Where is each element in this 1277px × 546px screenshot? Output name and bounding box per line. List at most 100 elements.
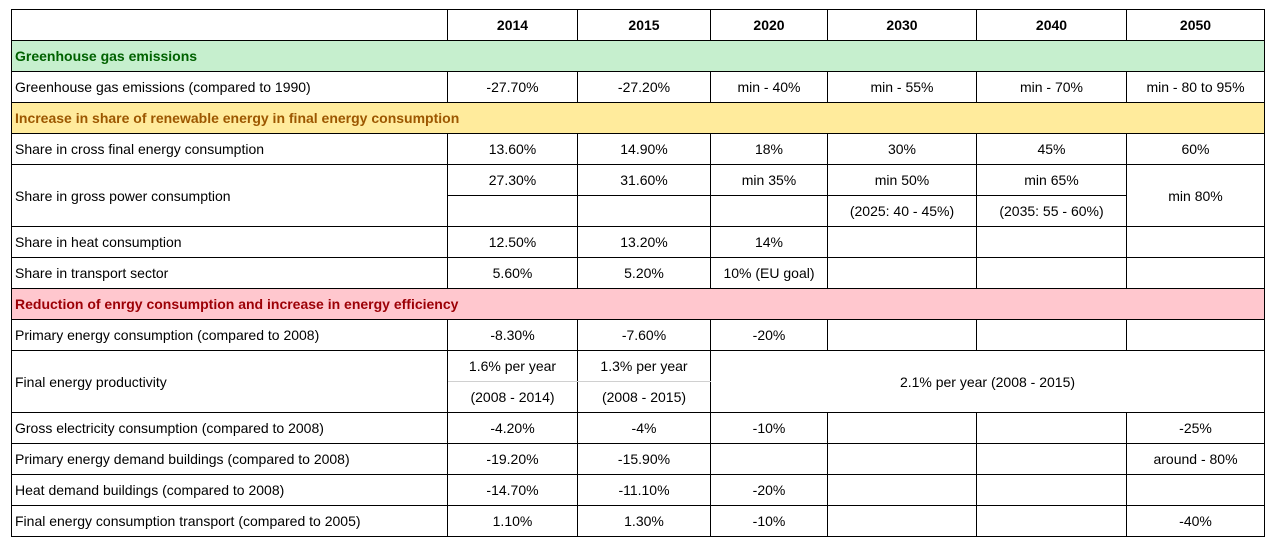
cell-2015[interactable]: 31.60% [577, 164, 711, 196]
cell-2014-empty[interactable] [447, 195, 578, 227]
cell-2014[interactable]: 5.60% [447, 257, 578, 289]
row-label[interactable]: Greenhouse gas emissions (compared to 19… [11, 71, 448, 103]
cell-2014[interactable]: 1.6% per year [447, 350, 578, 382]
section-row-ghg: Greenhouse gas emissions [11, 40, 1265, 72]
cell-2040[interactable]: 45% [976, 133, 1127, 165]
cell-2050[interactable]: 60% [1126, 133, 1265, 165]
cell-2020[interactable]: min 35% [710, 164, 828, 196]
cell-2030-empty[interactable] [827, 412, 977, 444]
cell-2014[interactable]: 27.30% [447, 164, 578, 196]
row-label[interactable]: Final energy productivity [11, 350, 448, 413]
row-label[interactable]: Share in transport sector [11, 257, 448, 289]
cell-2030[interactable]: min 50% [827, 164, 977, 196]
cell-2050-empty[interactable] [1126, 226, 1265, 258]
cell-2020-empty[interactable] [710, 443, 828, 475]
cell-2020[interactable]: min - 40% [710, 71, 828, 103]
cell-2020[interactable]: -10% [710, 505, 828, 537]
cell-2015[interactable]: 1.30% [577, 505, 711, 537]
cell-2030-empty[interactable] [827, 226, 977, 258]
row-label[interactable]: Gross electricity consumption (compared … [11, 412, 448, 444]
cell-2015[interactable]: -15.90% [577, 443, 711, 475]
row-label[interactable]: Final energy consumption transport (comp… [11, 505, 448, 537]
cell-2015[interactable]: -4% [577, 412, 711, 444]
cell-2014[interactable]: -8.30% [447, 319, 578, 351]
cell-2020[interactable]: -20% [710, 319, 828, 351]
cell-2014[interactable]: -19.20% [447, 443, 578, 475]
header-2050[interactable]: 2050 [1126, 9, 1265, 41]
cell-2030[interactable]: 30% [827, 133, 977, 165]
cell-2030-note[interactable]: (2025: 40 - 45%) [827, 195, 977, 227]
cell-2020[interactable]: 18% [710, 133, 828, 165]
cell-2020[interactable]: -10% [710, 412, 828, 444]
cell-2020[interactable]: 10% (EU goal) [710, 257, 828, 289]
cell-2015-empty[interactable] [577, 195, 711, 227]
cell-2050-empty[interactable] [1126, 257, 1265, 289]
cell-2015[interactable]: -7.60% [577, 319, 711, 351]
table-row: Primary energy consumption (compared to … [11, 319, 1265, 351]
row-label[interactable]: Share in heat consumption [11, 226, 448, 258]
cell-2015[interactable]: -27.20% [577, 71, 711, 103]
cell-2014[interactable]: -4.20% [447, 412, 578, 444]
cell-2020-2050-merged[interactable]: 2.1% per year (2008 - 2015) [710, 350, 1265, 413]
cell-2014[interactable]: -14.70% [447, 474, 578, 506]
cell-2014[interactable]: 1.10% [447, 505, 578, 537]
cell-2040-empty[interactable] [976, 412, 1127, 444]
header-row: 2014 2015 2020 2030 2040 2050 [11, 9, 1265, 41]
cell-2015[interactable]: -11.10% [577, 474, 711, 506]
cell-2030[interactable]: min - 55% [827, 71, 977, 103]
cell-2040-empty[interactable] [976, 257, 1127, 289]
cell-2050[interactable]: -25% [1126, 412, 1265, 444]
cell-2030-empty[interactable] [827, 474, 977, 506]
header-2030[interactable]: 2030 [827, 9, 977, 41]
cell-2050[interactable]: around - 80% [1126, 443, 1265, 475]
cell-2014[interactable]: 13.60% [447, 133, 578, 165]
cell-2040-empty[interactable] [976, 505, 1127, 537]
header-empty-cell[interactable] [11, 9, 448, 41]
cell-2040-note[interactable]: (2035: 55 - 60%) [976, 195, 1127, 227]
header-2020[interactable]: 2020 [710, 9, 828, 41]
cell-2014-note[interactable]: (2008 - 2014) [447, 381, 578, 413]
cell-2030-empty[interactable] [827, 505, 977, 537]
cell-2040-empty[interactable] [976, 443, 1127, 475]
table-row: Share in heat consumption 12.50% 13.20% … [11, 226, 1265, 258]
cell-2050[interactable]: min - 80 to 95% [1126, 71, 1265, 103]
header-2040[interactable]: 2040 [976, 9, 1127, 41]
cell-2030-empty[interactable] [827, 443, 977, 475]
cell-2050-empty[interactable] [1126, 474, 1265, 506]
cell-2030-empty[interactable] [827, 319, 977, 351]
cell-2050[interactable]: -40% [1126, 505, 1265, 537]
table-row: Share in gross power consumption 27.30% … [11, 164, 1265, 227]
header-2015[interactable]: 2015 [577, 9, 711, 41]
section-row-efficiency: Reduction of enrgy consumption and incre… [11, 288, 1265, 320]
row-label[interactable]: Primary energy demand buildings (compare… [11, 443, 448, 475]
section-title-renewables[interactable]: Increase in share of renewable energy in… [11, 102, 1265, 134]
cell-2050[interactable]: min 80% [1126, 164, 1265, 227]
cell-2040-empty[interactable] [976, 226, 1127, 258]
cell-2014[interactable]: 12.50% [447, 226, 578, 258]
row-label[interactable]: Heat demand buildings (compared to 2008) [11, 474, 448, 506]
cell-2020-empty[interactable] [710, 195, 828, 227]
row-label[interactable]: Share in gross power consumption [11, 164, 448, 227]
row-label[interactable]: Primary energy consumption (compared to … [11, 319, 448, 351]
cell-2040-empty[interactable] [976, 474, 1127, 506]
cell-2014[interactable]: -27.70% [447, 71, 578, 103]
section-title-ghg[interactable]: Greenhouse gas emissions [11, 40, 1265, 72]
table-row: Final energy consumption transport (comp… [11, 505, 1265, 537]
cell-2020[interactable]: 14% [710, 226, 828, 258]
section-title-efficiency[interactable]: Reduction of enrgy consumption and incre… [11, 288, 1265, 320]
cell-2015[interactable]: 5.20% [577, 257, 711, 289]
cell-2015[interactable]: 1.3% per year [577, 350, 711, 382]
cell-2040-empty[interactable] [976, 319, 1127, 351]
header-2014[interactable]: 2014 [447, 9, 578, 41]
cell-2015[interactable]: 13.20% [577, 226, 711, 258]
cell-2030-empty[interactable] [827, 257, 977, 289]
cell-2050-empty[interactable] [1126, 319, 1265, 351]
cell-2015[interactable]: 14.90% [577, 133, 711, 165]
cell-2015-note[interactable]: (2008 - 2015) [577, 381, 711, 413]
row-label[interactable]: Share in cross final energy consumption [11, 133, 448, 165]
table-row: Share in transport sector 5.60% 5.20% 10… [11, 257, 1265, 289]
cell-2040[interactable]: min - 70% [976, 71, 1127, 103]
cell-2020[interactable]: -20% [710, 474, 828, 506]
cell-2040[interactable]: min 65% [976, 164, 1127, 196]
energy-targets-table: 2014 2015 2020 2030 2040 2050 Greenhouse… [11, 9, 1265, 537]
